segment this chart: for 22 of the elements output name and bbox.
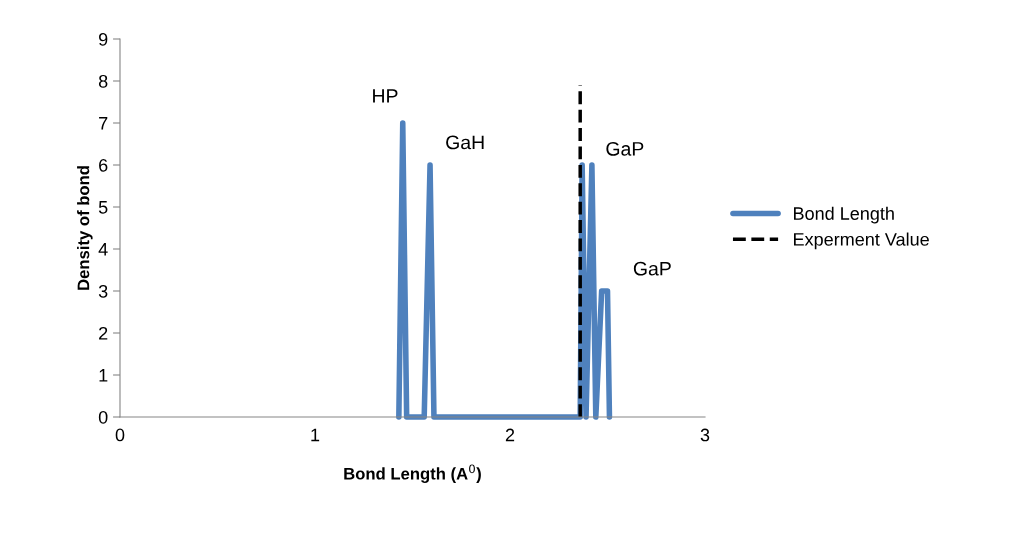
annotation: GaH <box>446 135 484 150</box>
y-tick-label: 3 <box>98 284 108 298</box>
y-tick-label: 9 <box>99 32 108 46</box>
annotation: HP <box>373 89 398 103</box>
y-tick-label: 1 <box>99 369 108 382</box>
y-tick-label: 4 <box>98 243 108 256</box>
x-tick-label: 0 <box>115 428 125 442</box>
y-tick-label: 5 <box>98 201 108 214</box>
y-tick-label: 8 <box>98 74 108 88</box>
y-tick-label: 2 <box>99 326 108 340</box>
annotation: GaP <box>606 141 644 156</box>
y-tick-label: 7 <box>99 117 108 130</box>
legend-label: Experment Value <box>794 232 929 250</box>
x-axis-title: Bond Length (A$^{0}$) <box>344 464 481 483</box>
x-tick-label: 2 <box>505 428 515 442</box>
legend-label: Bond Length <box>794 206 894 224</box>
x-tick-label: 3 <box>700 428 710 442</box>
y-axis-title: Density of bond <box>77 166 93 290</box>
y-tick-label: 0 <box>98 410 108 424</box>
annotation: GaP <box>633 261 671 276</box>
y-tick-label: 6 <box>99 158 108 172</box>
x-tick-label: 1 <box>311 428 320 442</box>
